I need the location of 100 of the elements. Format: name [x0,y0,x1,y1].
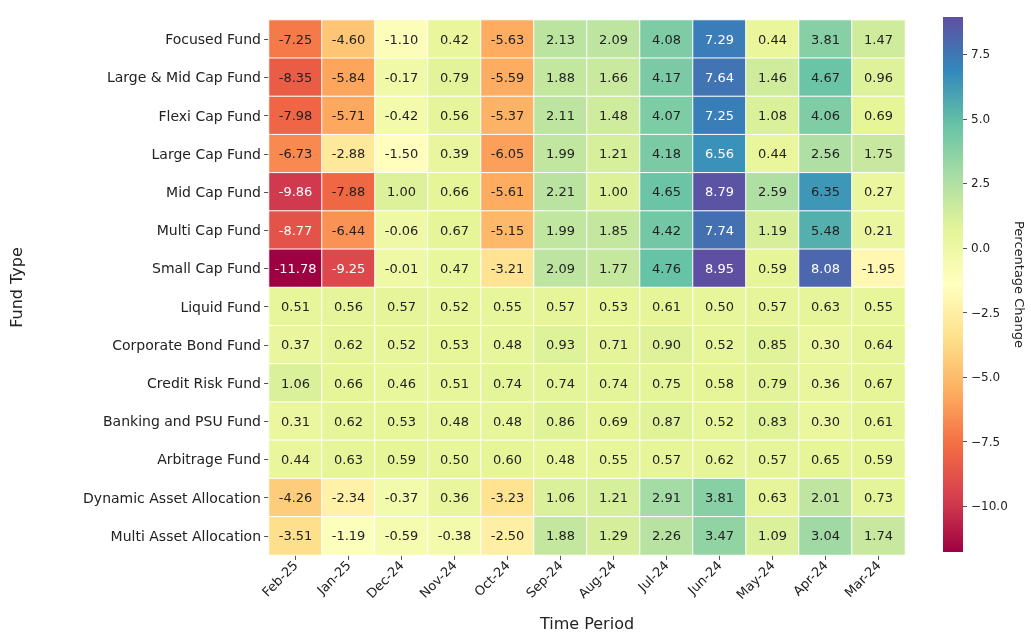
data-label: 0.50 [705,299,734,315]
data-label: 4.67 [811,69,840,85]
data-label: 0.57 [758,299,787,315]
data-label: -2.50 [490,528,525,544]
data-label: 0.64 [864,337,893,353]
x-axis-title: Time Period [538,613,635,633]
data-label: 0.93 [546,337,575,353]
data-label: 0.44 [758,146,787,162]
data-label: 1.19 [758,222,787,238]
color-bar-label: 5.0 [971,111,991,126]
data-label: 4.42 [652,222,681,238]
data-label: 2.56 [811,146,840,162]
data-label: 6.35 [811,184,840,200]
data-label: 0.87 [652,413,681,429]
data-label: -6.73 [278,146,313,162]
y-tick-label: Multi Cap Fund [156,222,261,239]
data-label: 1.29 [599,528,628,544]
data-label: 0.63 [811,299,840,315]
data-label: -0.59 [384,528,419,544]
data-label: 1.88 [546,528,575,544]
data-label: 0.75 [652,375,681,391]
y-tick-label: Credit Risk Fund [147,375,261,392]
data-label: -6.05 [490,146,525,162]
color-bar-label: 2.5 [971,176,991,191]
data-label: -3.51 [278,528,313,544]
y-tick-label: Corporate Bond Fund [112,336,261,353]
y-tick-label: Large Cap Fund [151,145,261,162]
data-label: 4.07 [652,108,681,124]
data-label: 3.04 [811,528,840,544]
data-label: 0.48 [493,337,522,353]
y-tick-label: Liquid Fund [180,298,261,315]
data-label: -5.59 [490,69,525,85]
data-label: 1.06 [281,375,310,391]
data-label: 0.90 [652,337,681,353]
y-tick-label: Mid Cap Fund [166,183,261,200]
data-label: 3.47 [705,528,734,544]
data-label: -5.61 [490,184,525,200]
data-label: 7.74 [705,222,734,238]
data-label: 0.55 [864,299,893,315]
color-bar-label: −10.0 [971,499,1008,514]
data-label: -0.17 [384,69,419,85]
data-label: 0.69 [599,413,628,429]
data-label: 0.69 [864,108,893,124]
data-label: 0.59 [387,451,416,467]
data-label: 8.08 [811,260,840,276]
data-label: -0.42 [384,108,419,124]
data-label: 1.66 [599,69,628,85]
data-label: 0.86 [546,413,575,429]
y-tick-label: Small Cap Fund [152,260,261,277]
data-label: 1.99 [546,222,575,238]
data-label: 0.48 [440,413,469,429]
data-label: 4.06 [811,108,840,124]
data-label: 0.66 [440,184,469,200]
y-tick-label: Banking and PSU Fund [103,413,261,430]
y-tick-label: Large & Mid Cap Fund [106,69,261,86]
data-label: 0.57 [652,451,681,467]
data-label: -7.25 [278,31,313,47]
data-label: 0.63 [758,490,787,506]
data-label: 0.56 [334,299,363,315]
data-label: 0.46 [387,375,416,391]
data-label: -5.37 [490,108,525,124]
data-label: 1.88 [546,69,575,85]
data-label: 0.55 [599,451,628,467]
data-label: 1.08 [758,108,787,124]
data-label: 0.85 [758,337,787,353]
data-label: -4.26 [278,490,313,506]
data-label: 0.79 [758,375,787,391]
data-label: -2.34 [331,490,366,506]
data-label: 0.30 [811,337,840,353]
data-label: 0.39 [440,146,469,162]
data-label: -4.60 [331,31,366,47]
data-label: 0.21 [864,222,893,238]
data-label: 0.61 [864,413,893,429]
data-label: -7.98 [278,108,313,124]
data-label: 1.74 [864,528,893,544]
data-label: -5.63 [490,31,525,47]
data-label: 0.57 [758,451,787,467]
data-label: -8.77 [278,222,313,238]
data-label: -1.19 [331,528,366,544]
data-label: 0.55 [493,299,522,315]
data-label: -1.10 [384,31,419,47]
data-label: 0.44 [281,451,310,467]
data-label: 0.65 [811,451,840,467]
data-label: 1.47 [864,31,893,47]
data-label: -1.50 [384,146,419,162]
data-label: 1.85 [599,222,628,238]
data-label: 0.44 [758,31,787,47]
data-label: 0.52 [440,299,469,315]
data-label: -0.37 [384,490,419,506]
y-tick-label: Focused Fund [165,31,261,48]
color-bar-label: −5.0 [971,370,1001,385]
data-label: 2.01 [811,490,840,506]
data-label: 0.63 [334,451,363,467]
data-label: 4.65 [652,184,681,200]
data-label: 0.74 [493,375,522,391]
data-label: -2.88 [331,146,366,162]
data-label: 6.56 [705,146,734,162]
data-label: 3.81 [811,31,840,47]
color-bar-label: 0.0 [971,240,991,255]
data-label: -0.06 [384,222,419,238]
